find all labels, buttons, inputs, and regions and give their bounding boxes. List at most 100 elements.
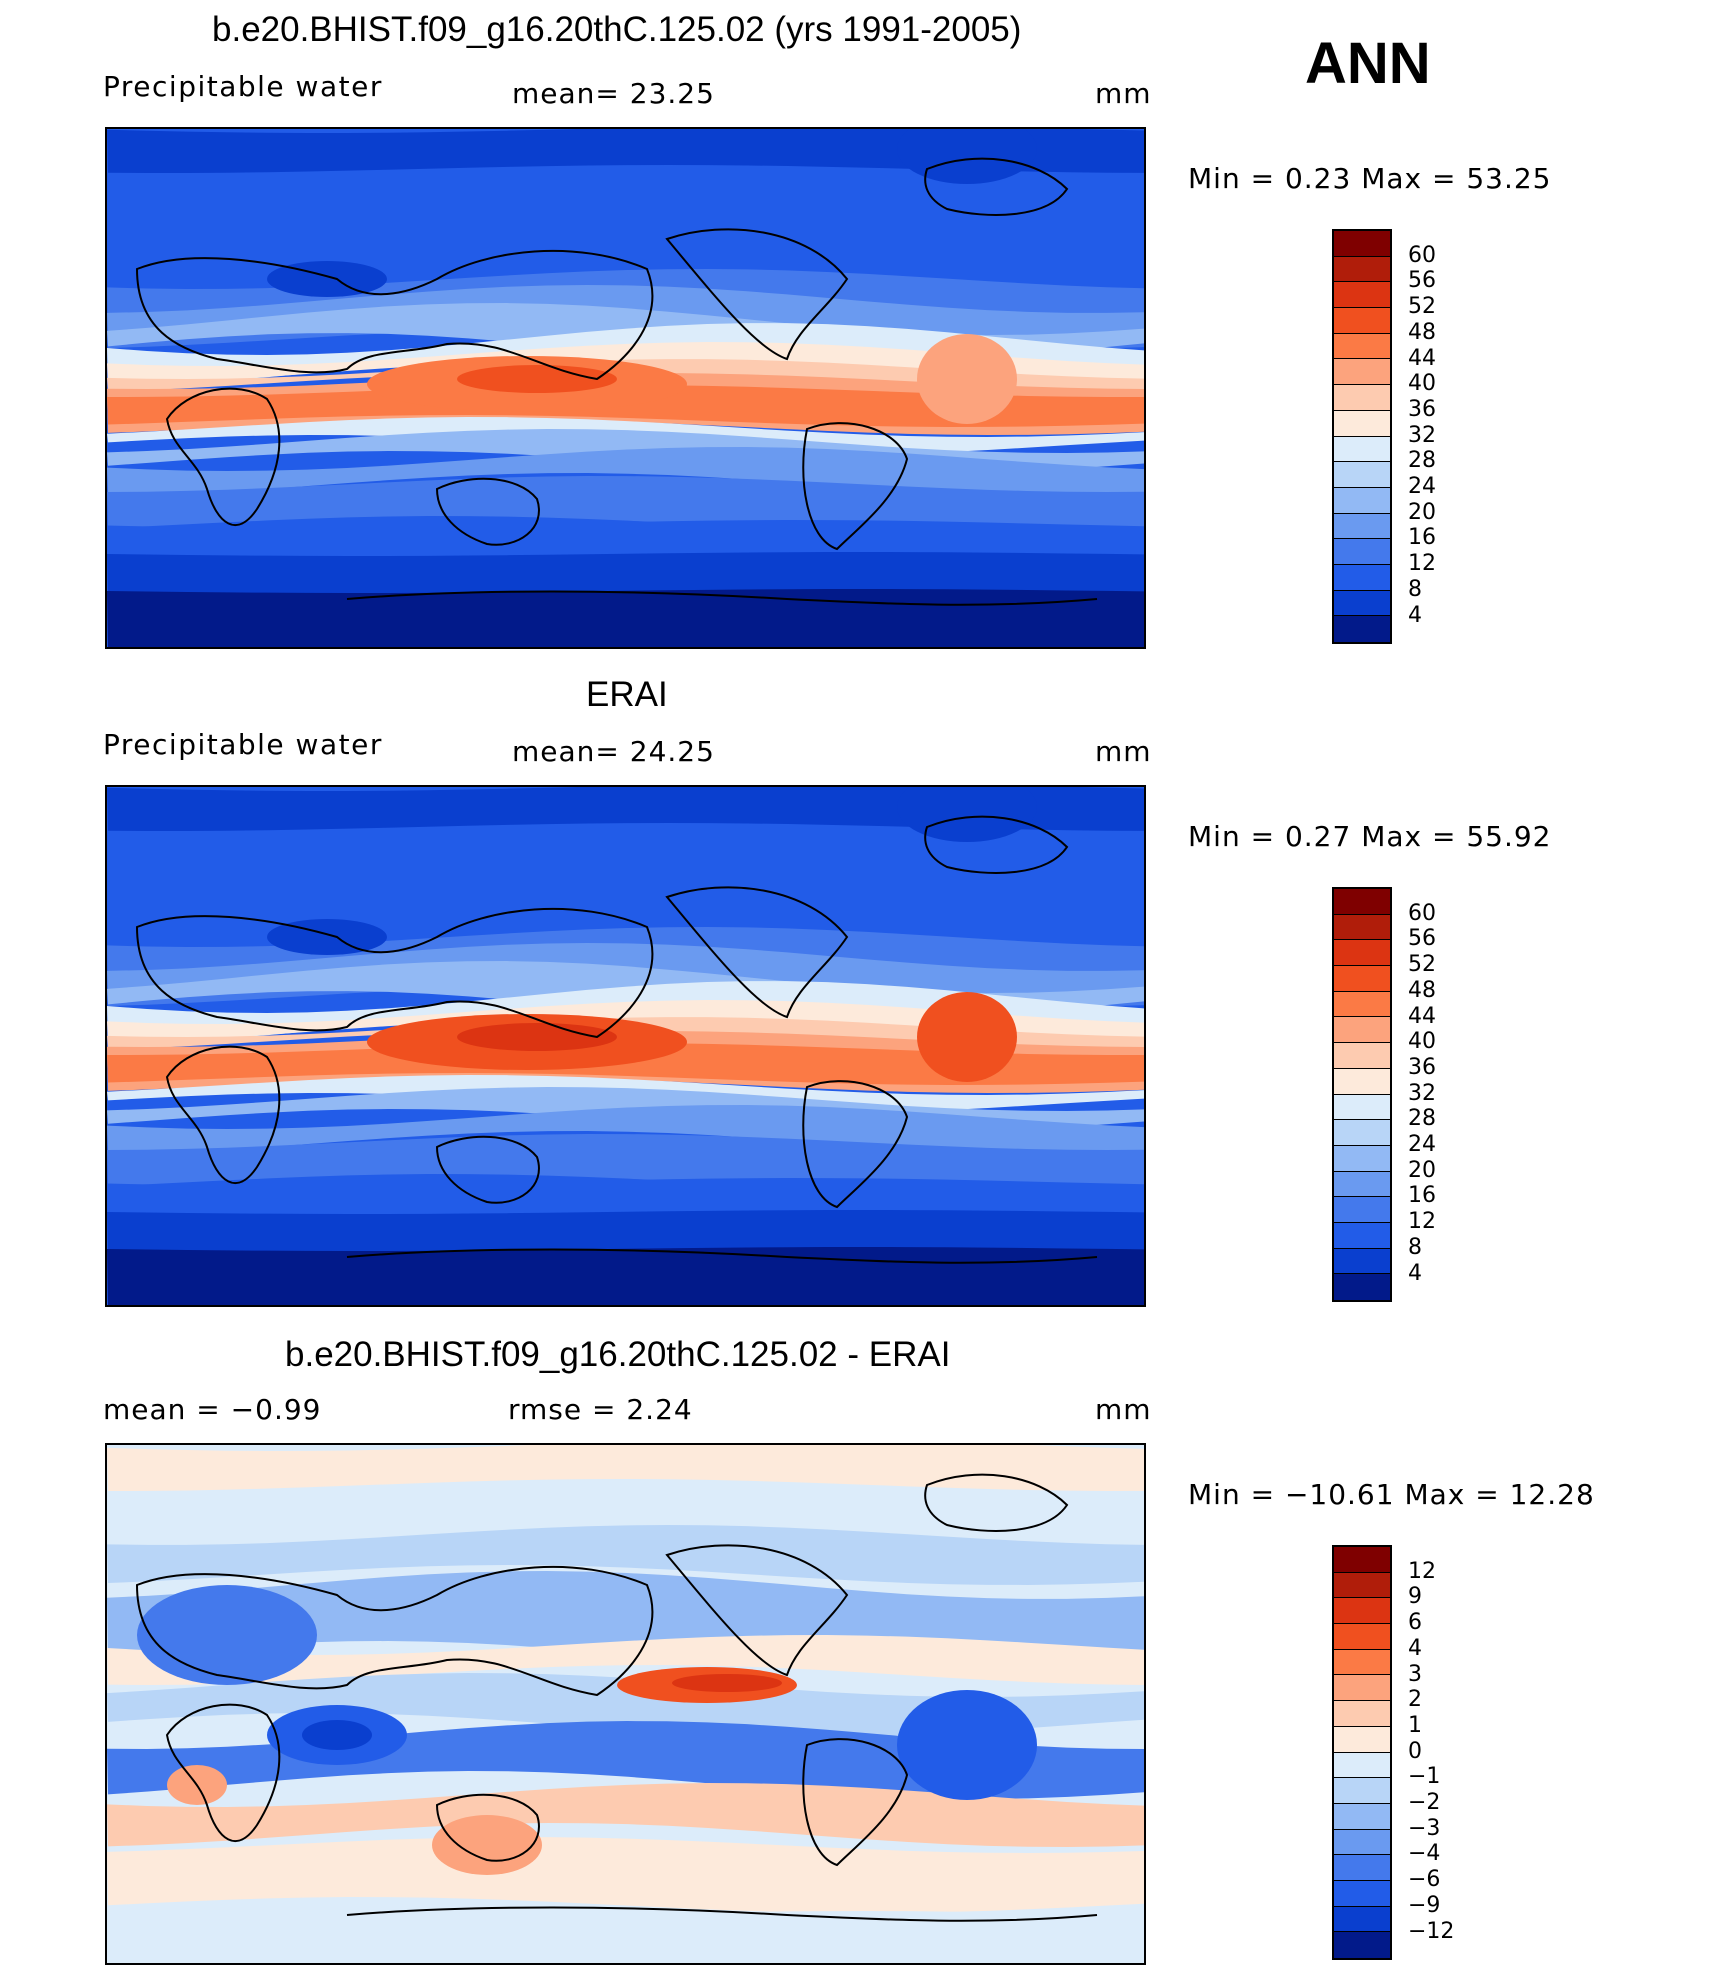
colorbar-swatch xyxy=(1334,1598,1390,1625)
panel1-map xyxy=(105,127,1146,649)
colorbar-tick-label: 3 xyxy=(1408,1661,1422,1687)
colorbar-swatch xyxy=(1334,1906,1390,1933)
colorbar-tick-label: 48 xyxy=(1408,977,1436,1003)
colorbar-swatch xyxy=(1334,231,1390,257)
colorbar-tick-label: 36 xyxy=(1408,396,1436,422)
panel1-title: b.e20.BHIST.f09_g16.20thC.125.02 (yrs 19… xyxy=(212,10,1022,49)
colorbar-swatch xyxy=(1334,590,1390,617)
colorbar-tick-label: −9 xyxy=(1408,1892,1441,1918)
colorbar-swatch xyxy=(1334,487,1390,514)
colorbar-swatch xyxy=(1334,282,1390,309)
panel2-map-field xyxy=(107,787,1144,1305)
panel1-minmax-label: Min = 0.23 Max = 53.25 xyxy=(1188,162,1552,195)
colorbar-swatch xyxy=(1334,1017,1390,1044)
colorbar-tick-label: 24 xyxy=(1408,1132,1436,1157)
colorbar-swatch xyxy=(1334,1572,1390,1599)
colorbar-swatch xyxy=(1334,1094,1390,1121)
colorbar-swatch xyxy=(1334,308,1390,334)
colorbar-swatch xyxy=(1334,564,1390,591)
colorbar-tick-label: 44 xyxy=(1408,1003,1436,1029)
colorbar-tick-label: 40 xyxy=(1408,371,1436,397)
colorbar-tick-label: 28 xyxy=(1408,448,1436,474)
colorbar-swatch xyxy=(1334,914,1390,941)
panel2-units-label: mm xyxy=(1095,735,1152,768)
colorbar-swatch xyxy=(1334,940,1390,967)
colorbar-swatch xyxy=(1334,889,1390,915)
colorbar-swatch xyxy=(1334,1932,1390,1958)
colorbar-swatch xyxy=(1334,1752,1390,1779)
colorbar-tick-label: 60 xyxy=(1408,242,1436,268)
colorbar-tick-label: 4 xyxy=(1408,1635,1422,1661)
colorbar-tick-label: 12 xyxy=(1408,1558,1436,1584)
colorbar-tick-label: 12 xyxy=(1408,551,1436,577)
colorbar-tick-label: 9 xyxy=(1408,1584,1422,1610)
colorbar-tick-label: 48 xyxy=(1408,319,1436,345)
colorbar-swatch xyxy=(1334,513,1390,540)
colorbar-swatch xyxy=(1334,1248,1390,1275)
colorbar-swatch xyxy=(1334,1171,1390,1198)
colorbar-tick-label: 60 xyxy=(1408,900,1436,926)
colorbar-swatch xyxy=(1334,1222,1390,1249)
panel3-map xyxy=(105,1443,1146,1965)
colorbar-swatch xyxy=(1334,1649,1390,1676)
colorbar-tick-label: 52 xyxy=(1408,294,1436,320)
colorbar-swatch xyxy=(1334,1547,1390,1573)
colorbar-swatch xyxy=(1334,1274,1390,1300)
colorbar-swatch xyxy=(1334,1675,1390,1702)
colorbar-tick-label: 52 xyxy=(1408,952,1436,978)
colorbar-swatch xyxy=(1334,1624,1390,1650)
panel2-map xyxy=(105,785,1146,1307)
colorbar-tick-label: −3 xyxy=(1408,1815,1441,1841)
season-label: ANN xyxy=(1305,31,1431,96)
panel2-variable-label: Precipitable water xyxy=(103,728,383,761)
colorbar-tick-label: 28 xyxy=(1408,1106,1436,1132)
colorbar-tick-label: 2 xyxy=(1408,1687,1422,1713)
colorbar-swatch xyxy=(1334,436,1390,463)
colorbar-tick-label: −6 xyxy=(1408,1867,1441,1893)
panel1-map-field xyxy=(107,129,1144,647)
colorbar-tick-label: 1 xyxy=(1408,1712,1422,1738)
colorbar-tick-label: 12 xyxy=(1408,1209,1436,1235)
colorbar-tick-label: 40 xyxy=(1408,1029,1436,1055)
panel2-title: ERAI xyxy=(586,675,668,714)
colorbar-tick-label: 56 xyxy=(1408,926,1436,952)
panel1-mean-label: mean= 23.25 xyxy=(512,77,715,110)
colorbar-swatch xyxy=(1334,966,1390,992)
colorbar-tick-label: 44 xyxy=(1408,345,1436,371)
colorbar-tick-label: 0 xyxy=(1408,1738,1422,1764)
colorbar-tick-label: 36 xyxy=(1408,1054,1436,1080)
colorbar-tick-label: 8 xyxy=(1408,1234,1422,1260)
panel2-minmax-label: Min = 0.27 Max = 55.92 xyxy=(1188,820,1552,853)
colorbar-swatch xyxy=(1334,410,1390,437)
colorbar-swatch xyxy=(1334,1145,1390,1172)
panel3-mean-label: mean = −0.99 xyxy=(103,1393,322,1426)
colorbar-swatch xyxy=(1334,1043,1390,1069)
panel3-minmax-label: Min = −10.61 Max = 12.28 xyxy=(1188,1478,1595,1511)
panel2-mean-label: mean= 24.25 xyxy=(512,735,715,768)
colorbar-swatch xyxy=(1334,539,1390,565)
colorbar-tick-label: 24 xyxy=(1408,474,1436,499)
colorbar-tick-label: 32 xyxy=(1408,422,1436,448)
colorbar-swatch xyxy=(1334,385,1390,411)
colorbar-swatch xyxy=(1334,1726,1390,1753)
colorbar-tick-label: 4 xyxy=(1408,1260,1422,1286)
colorbar-tick-label: −4 xyxy=(1408,1841,1441,1867)
colorbar-swatch xyxy=(1334,1197,1390,1223)
colorbar-swatch xyxy=(1334,359,1390,386)
colorbar-swatch xyxy=(1334,1120,1390,1146)
panel3-rmse-label: rmse = 2.24 xyxy=(508,1393,693,1426)
colorbar-tick-label: 16 xyxy=(1408,1183,1436,1209)
panel1-units-label: mm xyxy=(1095,77,1152,110)
colorbar-tick-label: 16 xyxy=(1408,525,1436,551)
panel3-units-label: mm xyxy=(1095,1393,1152,1426)
panel3-colorbar xyxy=(1332,1545,1392,1960)
panel3-title: b.e20.BHIST.f09_g16.20thC.125.02 - ERAI xyxy=(285,1335,951,1374)
panel1-colorbar xyxy=(1332,229,1392,644)
colorbar-tick-label: 56 xyxy=(1408,268,1436,294)
colorbar-swatch xyxy=(1334,1778,1390,1804)
colorbar-swatch xyxy=(1334,1803,1390,1830)
panel1-variable-label: Precipitable water xyxy=(103,70,383,103)
colorbar-swatch xyxy=(1334,1880,1390,1907)
colorbar-swatch xyxy=(1334,1855,1390,1881)
colorbar-swatch xyxy=(1334,256,1390,283)
